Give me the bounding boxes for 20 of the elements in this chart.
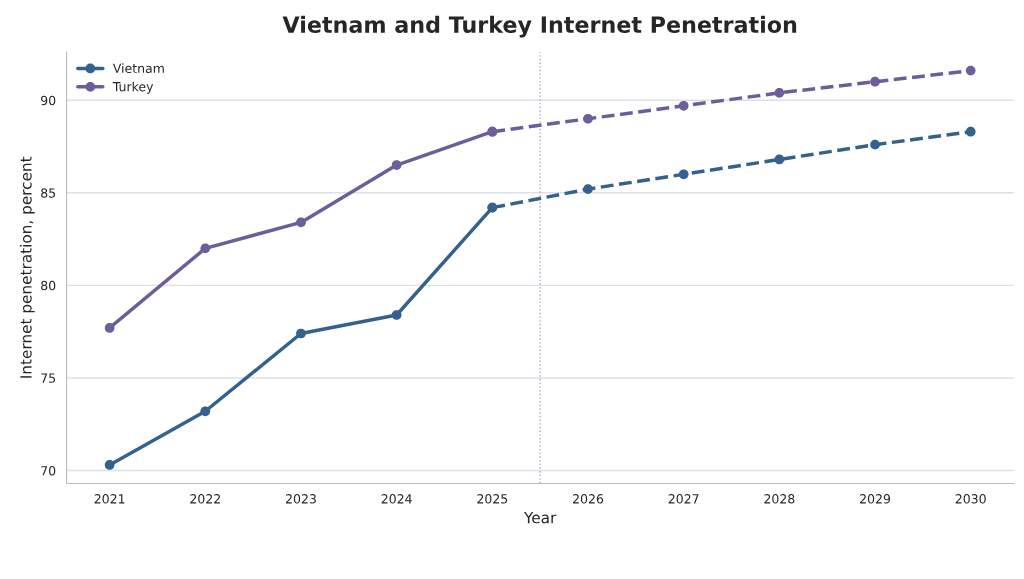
legend-label: Vietnam xyxy=(112,63,164,74)
legend-label: Turkey xyxy=(112,81,154,94)
y-axis-title: Internet penetration, percent xyxy=(19,156,35,378)
x-tick-label: 2027 xyxy=(668,494,699,504)
x-tick-label: 2022 xyxy=(190,494,220,504)
y-tick-label: 70 xyxy=(41,465,56,476)
x-tick-label: 2030 xyxy=(955,494,986,504)
x-tick-label: 2021 xyxy=(94,494,125,504)
chart-title: Vietnam and Turkey Internet Penetration xyxy=(282,15,797,38)
x-tick-label: 2025 xyxy=(477,494,508,504)
y-tick-label: 90 xyxy=(41,95,56,106)
x-tick-label: 2029 xyxy=(860,494,891,504)
x-tick-label: 2028 xyxy=(764,494,795,504)
y-tick-label: 80 xyxy=(41,280,56,291)
x-tick-label: 2024 xyxy=(381,494,412,504)
x-tick-label: 2023 xyxy=(285,494,316,504)
x-tick-label: 2026 xyxy=(573,494,604,504)
x-axis-title: Year xyxy=(523,512,557,524)
y-tick-label: 85 xyxy=(41,188,56,198)
y-tick-label: 75 xyxy=(41,373,56,383)
